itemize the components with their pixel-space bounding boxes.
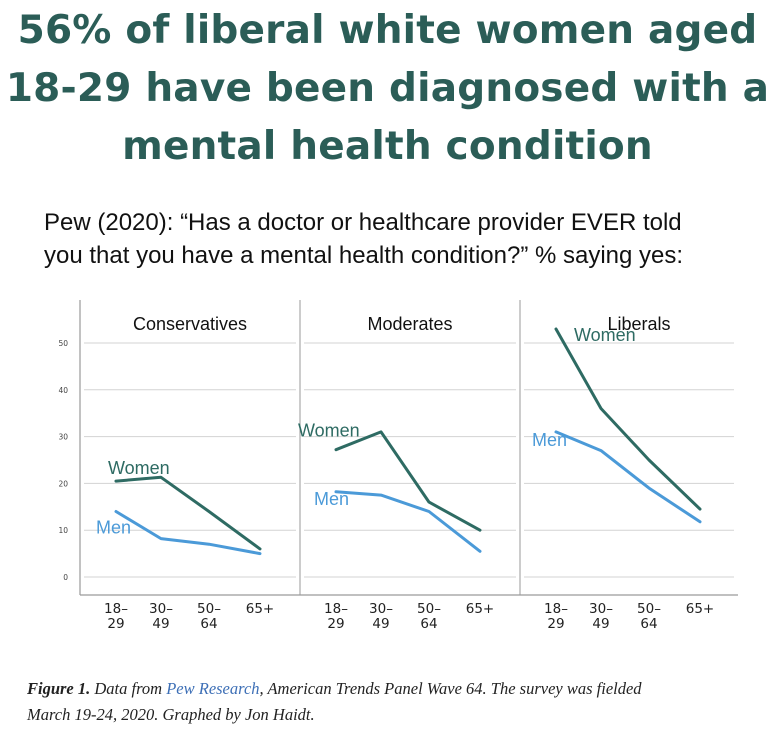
- caption-line-2: March 19-24, 2020. Graphed by Jon Haidt.: [27, 705, 315, 724]
- panel-title: Conservatives: [133, 314, 247, 334]
- series-line-men: [114, 510, 262, 556]
- series-label-women: Women: [108, 458, 170, 478]
- x-tick-label: 65+: [686, 601, 715, 617]
- x-tick-label: 50–: [637, 601, 661, 617]
- series-label-men: Men: [532, 430, 567, 450]
- x-tick-label: 49: [372, 616, 389, 632]
- series-label-women: Women: [574, 325, 636, 345]
- series-label-men: Men: [314, 489, 349, 509]
- y-tick-label: 20: [58, 479, 68, 488]
- y-tick-label: 30: [58, 433, 68, 442]
- y-tick-label: 50: [58, 339, 68, 348]
- x-tick-label: 50–: [417, 601, 441, 617]
- x-tick-label: 18–: [104, 601, 128, 617]
- x-tick-label: 18–: [544, 601, 568, 617]
- y-tick-label: 40: [58, 386, 68, 395]
- series-line-women: [114, 475, 262, 551]
- panel-title: Liberals: [607, 314, 670, 334]
- x-tick-label: 64: [200, 616, 217, 632]
- line-chart-panels: 01020304050Conservatives18–2930–4950–646…: [58, 300, 738, 632]
- question-line-2: you that you have a mental health condit…: [44, 242, 684, 269]
- x-tick-label: 64: [640, 616, 657, 632]
- caption-text-b: , American Trends Panel Wave 64. The sur…: [259, 679, 642, 698]
- series-line-men: [554, 430, 702, 524]
- x-tick-label: 29: [107, 616, 124, 632]
- headline-line-1: 56% of liberal white women aged: [17, 8, 758, 53]
- series-label-men: Men: [96, 517, 131, 537]
- headline-line-3: mental health condition: [122, 124, 653, 169]
- x-tick-label: 29: [327, 616, 344, 632]
- x-tick-label: 30–: [369, 601, 393, 617]
- panel-title: Moderates: [367, 314, 452, 334]
- x-tick-label: 29: [547, 616, 564, 632]
- survey-question: Pew (2020): “Has a doctor or healthcare …: [44, 206, 764, 272]
- y-tick-label: 10: [58, 526, 68, 535]
- question-line-1: Pew (2020): “Has a doctor or healthcare …: [44, 209, 682, 236]
- series-label-women: Women: [298, 421, 360, 441]
- x-tick-label: 49: [592, 616, 609, 632]
- series-line-women: [554, 327, 702, 511]
- x-tick-label: 65+: [466, 601, 495, 617]
- caption-text-a: Data from: [90, 679, 167, 698]
- headline-line-2: 18-29 have been diagnosed with a: [5, 66, 770, 111]
- x-tick-label: 49: [152, 616, 169, 632]
- series-line-men: [334, 490, 482, 553]
- x-tick-label: 65+: [246, 601, 275, 617]
- x-tick-label: 30–: [589, 601, 613, 617]
- x-tick-label: 18–: [324, 601, 348, 617]
- headline: 56% of liberal white women aged 18-29 ha…: [0, 2, 775, 176]
- series-line-women: [334, 430, 482, 532]
- x-tick-label: 50–: [197, 601, 221, 617]
- pew-research-link[interactable]: Pew Research: [166, 679, 260, 698]
- figure-caption: Figure 1. Data from Pew Research, Americ…: [27, 676, 767, 728]
- y-tick-label: 0: [63, 573, 68, 582]
- caption-line-1: Figure 1. Data from Pew Research, Americ…: [27, 676, 767, 702]
- figure-label: Figure 1.: [27, 679, 91, 698]
- x-tick-label: 64: [420, 616, 437, 632]
- x-tick-label: 30–: [149, 601, 173, 617]
